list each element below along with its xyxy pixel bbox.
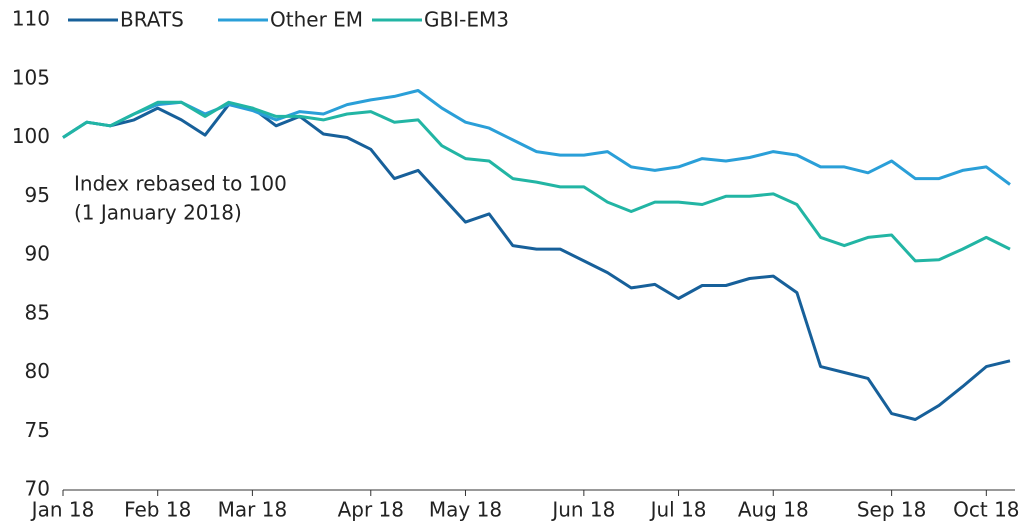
x-tick-label: Apr 18	[338, 498, 404, 522]
x-tick-label: Aug 18	[738, 498, 809, 522]
series-line	[62, 89, 1011, 186]
x-tick-label: May 18	[429, 498, 502, 522]
series-line	[62, 100, 1011, 263]
legend-label: GBI-EM3	[424, 8, 509, 32]
x-tick-label: Feb 18	[124, 498, 191, 522]
x-tick-label: Jul 18	[649, 498, 707, 522]
x-tick-label: Mar 18	[218, 498, 288, 522]
x-tick-label: Jan 18	[30, 498, 95, 522]
y-tick-label: 90	[25, 242, 50, 266]
y-tick-label: 105	[12, 65, 50, 89]
y-tick-label: 110	[12, 7, 50, 31]
x-tick-label: Oct 18	[953, 498, 1019, 522]
y-tick-label: 95	[25, 183, 50, 207]
legend-label: BRATS	[120, 8, 184, 32]
annotation: Index rebased to 100	[74, 172, 287, 196]
x-tick-label: Jun 18	[550, 498, 615, 522]
legend-label: Other EM	[270, 8, 363, 32]
y-tick-label: 85	[25, 300, 50, 324]
y-tick-label: 70	[25, 477, 50, 501]
x-tick-label: Sep 18	[857, 498, 927, 522]
y-tick-label: 80	[25, 359, 50, 383]
y-tick-label: 100	[12, 124, 50, 148]
series-line	[62, 103, 1011, 421]
annotation: (1 January 2018)	[74, 201, 242, 225]
y-tick-label: 75	[25, 418, 50, 442]
